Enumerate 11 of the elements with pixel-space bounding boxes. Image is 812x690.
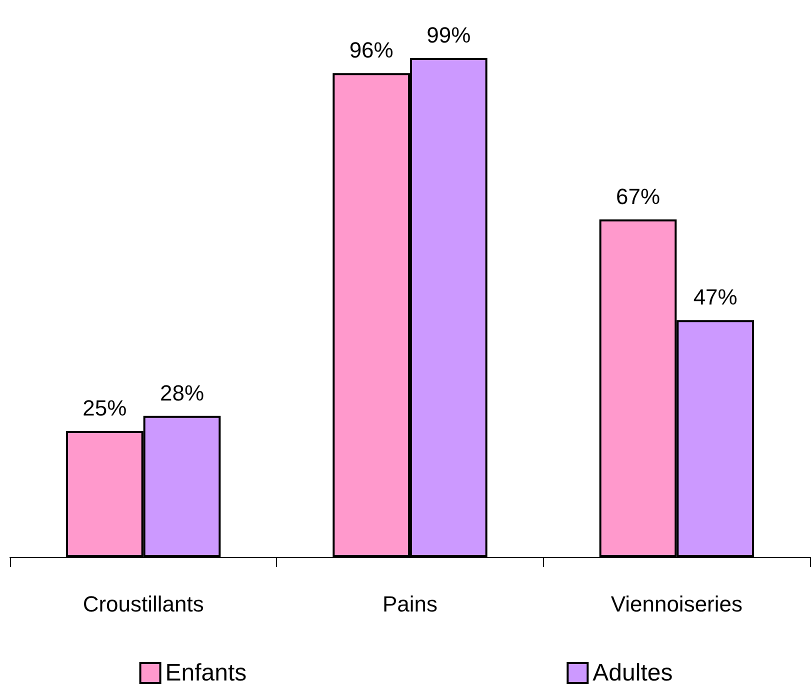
x-tick-label: Viennoiseries [610, 592, 743, 616]
x-tick-label: Croustillants [82, 592, 204, 616]
data-label: 99% [426, 22, 471, 48]
x-tick-label: Pains [382, 592, 438, 616]
data-label: 67% [616, 184, 660, 209]
legend-label: Enfants [165, 660, 247, 686]
data-label: 47% [693, 284, 738, 310]
legend-label: Adultes [592, 660, 673, 686]
data-label: 96% [349, 38, 394, 63]
data-label: 28% [160, 380, 204, 406]
data-label: 25% [82, 396, 127, 420]
